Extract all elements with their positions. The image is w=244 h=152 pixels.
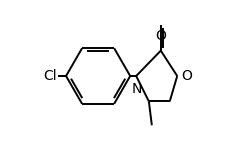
Text: O: O — [181, 69, 192, 83]
Text: N: N — [132, 82, 142, 96]
Text: O: O — [155, 29, 166, 43]
Text: Cl: Cl — [43, 69, 57, 83]
